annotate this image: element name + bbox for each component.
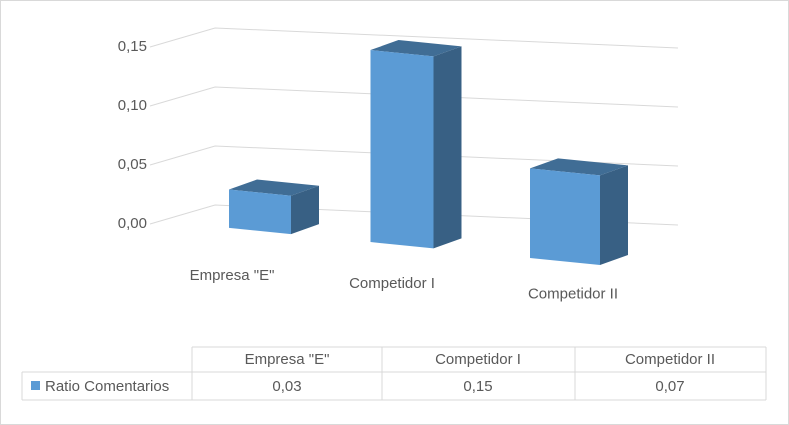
grid-line [149,204,679,226]
table-header: Competidor I [435,351,521,368]
bar-top [530,158,628,176]
bar [370,50,434,249]
bar-top [229,179,319,196]
grid-line [149,27,679,49]
table-value: 0,15 [463,378,492,395]
y-tick-label: 0,10 [118,97,147,114]
y-tick-label: 0,00 [118,215,147,232]
table-value: 0,03 [272,378,301,395]
table-value: 0,07 [655,378,684,395]
grid-line [149,86,679,108]
bar [530,168,600,265]
bar-side [600,165,628,265]
data-table-lines [21,346,767,401]
bar-top [370,40,462,57]
bar [229,189,291,235]
legend-swatch [31,381,40,390]
bar-side [291,185,319,235]
x-tick-label: Competidor II [528,285,618,302]
x-tick-label: Competidor I [349,275,435,292]
table-header: Empresa "E" [245,351,330,368]
legend-label: Ratio Comentarios [45,378,169,395]
y-tick-label: 0,05 [118,156,147,173]
table-header: Competidor II [625,351,715,368]
bar-side [433,46,462,249]
y-tick-label: 0,15 [118,38,147,55]
x-tick-label: Empresa "E" [190,267,275,284]
grid-line [149,145,679,167]
